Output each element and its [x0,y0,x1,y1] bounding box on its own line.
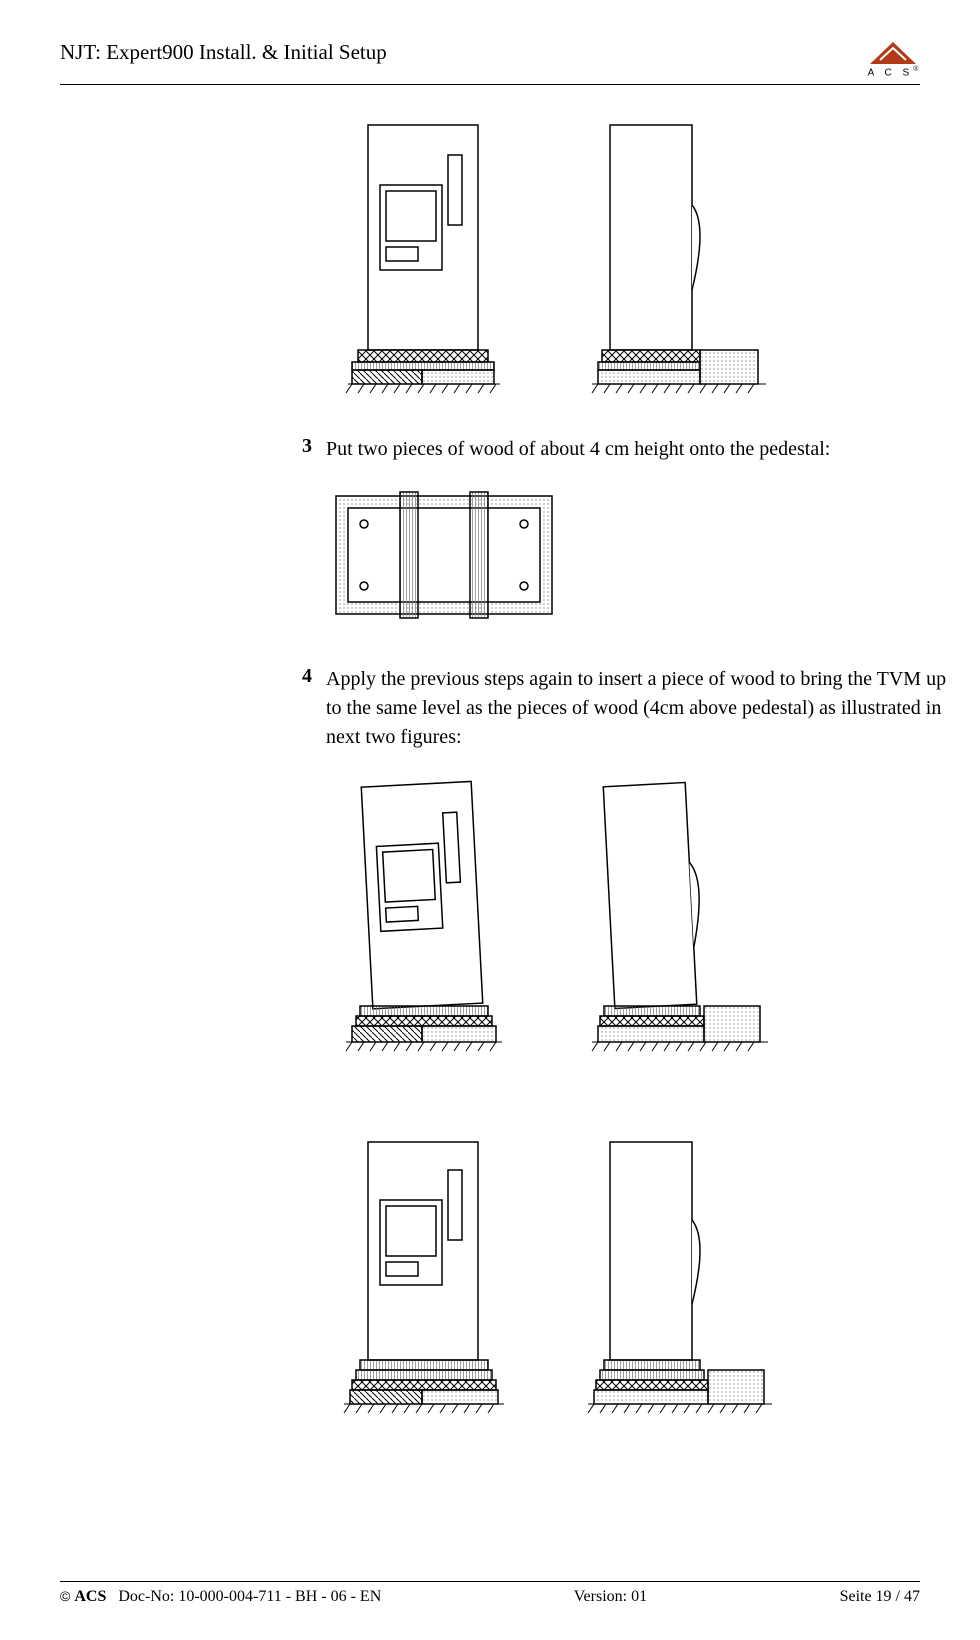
logo-reg: ® [913,66,918,73]
logo: A C S® [866,40,920,78]
step-3-text: Put two pieces of wood of about 4 cm hei… [326,435,830,464]
step-4: 4 Apply the previous steps again to inse… [280,665,960,752]
page-footer: © ACS Doc-No: 10-000-004-711 - BH - 06 -… [60,1581,920,1606]
figure-kiosk-front-tilted [330,774,520,1064]
figure-kiosk-side-1 [580,115,780,405]
figure-kiosk-side-tilted [580,774,780,1064]
footer-copyright-symbol: © [60,1588,70,1604]
footer-acs: ACS [74,1588,106,1606]
step-4-number: 4 [280,665,312,752]
figure-pedestal-top [330,486,960,631]
footer-version: Version: 01 [574,1588,647,1606]
figure-row-tilted [330,774,960,1064]
logo-triangle-icon [866,40,920,66]
figure-kiosk-front-1 [330,115,520,405]
footer-left: © ACS Doc-No: 10-000-004-711 - BH - 06 -… [60,1588,381,1606]
figure-row-level [330,1134,960,1424]
header-title: NJT: Expert900 Install. & Initial Setup [60,40,387,65]
page-header: NJT: Expert900 Install. & Initial Setup … [60,40,920,85]
figure-kiosk-side-level [580,1134,780,1424]
step-3-number: 3 [280,435,312,464]
figure-kiosk-front-level [330,1134,520,1424]
content-area: 3 Put two pieces of wood of about 4 cm h… [280,115,960,1454]
footer-page: Seite 19 / 47 [840,1588,920,1606]
figure-column-bottom [330,774,960,1454]
step-4-text: Apply the previous steps again to insert… [326,665,960,752]
logo-letters: A C S [868,67,914,78]
step-3: 3 Put two pieces of wood of about 4 cm h… [280,435,960,464]
figure-row-top [330,115,960,405]
footer-docno: Doc-No: 10-000-004-711 - BH - 06 - EN [118,1588,381,1606]
logo-text: A C S® [866,66,920,78]
